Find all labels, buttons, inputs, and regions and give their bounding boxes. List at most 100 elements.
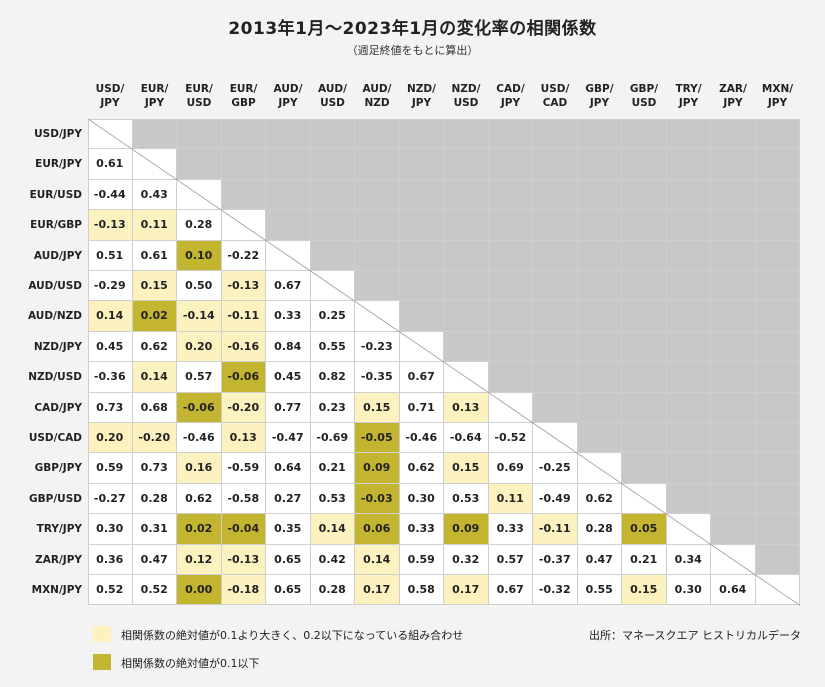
row-header: USD/JPY [34, 128, 82, 140]
column-header: CAD/ JPY [496, 83, 525, 109]
correlation-cell: -0.22 [221, 240, 266, 271]
empty-cell [310, 240, 355, 271]
empty-cell [666, 271, 711, 302]
correlation-cell: -0.36 [88, 362, 133, 393]
empty-cell [577, 271, 622, 302]
correlation-cell: 0.77 [266, 392, 311, 423]
empty-cell [622, 240, 667, 271]
correlation-cell: 0.65 [266, 544, 311, 575]
correlation-cell: 0.14 [88, 301, 133, 332]
correlation-cell: 0.28 [132, 483, 177, 515]
empty-cell [711, 119, 756, 150]
empty-cell [488, 331, 533, 363]
correlation-cell: 0.47 [577, 544, 622, 575]
correlation-cell: 0.36 [88, 544, 133, 575]
empty-cell [577, 331, 622, 363]
correlation-cell: 0.25 [310, 301, 355, 332]
empty-cell [622, 119, 667, 150]
correlation-cell: -0.25 [533, 453, 578, 484]
empty-cell [355, 271, 400, 302]
column-header: AUD/ JPY [273, 83, 303, 109]
empty-cell [533, 210, 578, 241]
empty-cell [622, 149, 667, 180]
correlation-cell: 0.14 [310, 514, 355, 545]
empty-cell [755, 453, 800, 484]
empty-cell [310, 119, 355, 150]
correlation-cell: -0.37 [533, 544, 578, 575]
correlation-cell: 0.52 [88, 575, 133, 606]
empty-cell [444, 179, 489, 211]
correlation-cell: 0.09 [355, 453, 400, 484]
correlation-cell: -0.32 [533, 575, 578, 606]
row-header: EUR/JPY [35, 158, 82, 171]
empty-cell [666, 392, 711, 423]
empty-cell [533, 271, 578, 302]
correlation-cell: 0.45 [88, 331, 133, 363]
column-header: GBP/ JPY [585, 83, 614, 109]
correlation-cell: 0.67 [488, 575, 533, 606]
empty-cell [755, 483, 800, 515]
empty-cell [310, 149, 355, 180]
correlation-cell: 0.57 [488, 544, 533, 575]
correlation-cell: -0.11 [221, 301, 266, 332]
empty-cell [577, 119, 622, 150]
correlation-cell: 0.53 [444, 483, 489, 515]
empty-cell [399, 149, 444, 180]
diagonal-cell [488, 392, 533, 423]
empty-cell [666, 362, 711, 393]
correlation-cell: -0.64 [444, 423, 489, 454]
row-header: EUR/USD [29, 188, 82, 201]
correlation-cell: 0.62 [132, 331, 177, 363]
correlation-cell: 0.59 [88, 453, 133, 484]
empty-cell [355, 119, 400, 150]
correlation-cell: 0.47 [132, 544, 177, 575]
empty-cell [711, 392, 756, 423]
column-header: NZD/ USD [451, 83, 481, 109]
correlation-cell: 0.58 [399, 575, 444, 606]
empty-cell [711, 514, 756, 545]
correlation-cell: 0.64 [711, 575, 756, 606]
correlation-cell: 0.62 [577, 483, 622, 515]
empty-cell [355, 240, 400, 271]
correlation-cell: 0.02 [132, 301, 177, 332]
correlation-cell: 0.28 [577, 514, 622, 545]
empty-cell [622, 271, 667, 302]
empty-cell [444, 149, 489, 180]
correlation-cell: 0.51 [88, 240, 133, 271]
empty-cell [666, 301, 711, 332]
correlation-cell: 0.34 [666, 544, 711, 575]
diagonal-cell [399, 331, 444, 363]
correlation-cell: -0.13 [88, 210, 133, 241]
empty-cell [711, 362, 756, 393]
column-header: USD/ CAD [540, 83, 570, 109]
empty-cell [755, 149, 800, 180]
empty-cell [132, 119, 177, 150]
correlation-cell: 0.17 [355, 575, 400, 606]
empty-cell [399, 210, 444, 241]
empty-cell [221, 119, 266, 150]
correlation-cell: 0.71 [399, 392, 444, 423]
empty-cell [488, 240, 533, 271]
correlation-cell: 0.15 [355, 392, 400, 423]
diagonal-cell [444, 362, 489, 393]
correlation-cell: 0.55 [577, 575, 622, 606]
correlation-cell: -0.20 [132, 423, 177, 454]
correlation-cell: 0.67 [266, 271, 311, 302]
row-header: USD/CAD [28, 432, 82, 444]
correlation-cell: -0.49 [533, 483, 578, 515]
row-header: AUD/USD [28, 280, 82, 292]
correlation-cell: 0.33 [399, 514, 444, 545]
correlation-cell: -0.04 [221, 514, 266, 545]
correlation-cell: 0.31 [132, 514, 177, 545]
empty-cell [266, 119, 311, 150]
empty-cell [711, 210, 756, 241]
empty-cell [666, 210, 711, 241]
correlation-cell: 0.28 [177, 210, 222, 241]
empty-cell [622, 423, 667, 454]
empty-cell [533, 331, 578, 363]
correlation-cell: 0.11 [132, 210, 177, 241]
row-header: NZD/USD [28, 371, 82, 384]
correlation-cell: 0.02 [177, 514, 222, 545]
empty-cell [711, 483, 756, 515]
diagonal-cell [666, 514, 711, 545]
